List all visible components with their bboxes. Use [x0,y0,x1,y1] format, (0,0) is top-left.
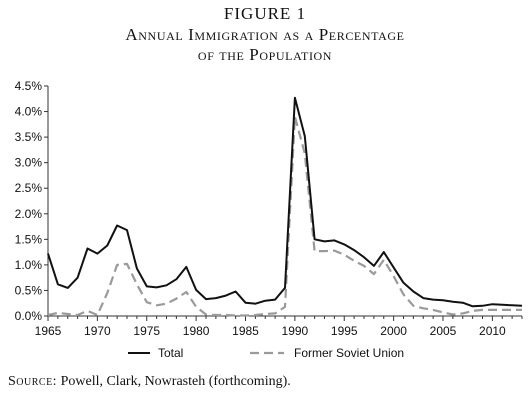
x-tick-label: 1980 [183,324,210,338]
y-tick-label: 2.0% [15,207,43,221]
y-tick-label: 4.0% [15,105,43,119]
x-tick-label: 1985 [232,324,259,338]
series-line-former-soviet-union [47,115,522,317]
source-text: Powell, Clark, Nowrasteh (forthcoming). [60,374,291,389]
legend-label-total: Total [158,346,183,360]
y-axis: 0.0% 0.5% 1.0% 1.5% 2.0% 2.5% 3.0% 3.5% 4.0% 4.5% [15,79,49,323]
chart-title-line2: of the Population [197,45,333,64]
chart-legend: Total Former Soviet Union [128,346,404,360]
x-tick-label: 1975 [133,324,160,338]
y-tick-label: 4.5% [15,79,43,93]
y-tick-label: 2.5% [15,181,43,195]
x-tick-label: 2010 [479,324,506,338]
figure-label: FIGURE 1 [223,4,307,23]
y-tick-label: 3.5% [15,130,43,144]
legend-label-former-soviet-union: Former Soviet Union [294,346,404,360]
x-tick-label: 1990 [282,324,309,338]
y-tick-label: 3.0% [15,156,43,170]
chart-title-line1: Annual Immigration as a Percentage [125,25,405,44]
series-line-total [47,96,523,308]
x-tick-label: 2005 [430,324,457,338]
x-tick-label: 1965 [35,324,62,338]
y-tick-label: 1.0% [15,258,43,272]
chart-series [47,96,523,317]
x-tick-label: 2000 [380,324,407,338]
y-tick-label: 0.5% [15,283,43,297]
source-note: Source: Powell, Clark, Nowrasteh (forthc… [8,374,291,390]
x-tick-label: 1970 [84,324,111,338]
x-tick-label: 1995 [331,324,358,338]
x-axis: 1965 1970 1975 1980 1985 1990 1995 2000 2005 2010 [35,315,523,338]
source-label: Source: [8,374,58,389]
y-tick-label: 1.5% [15,232,43,246]
line-chart: 0.0% 0.5% 1.0% 1.5% 2.0% 2.5% 3.0% 3.5% 4.0% 4.5%… [15,79,523,360]
y-tick-label: 0.0% [15,309,43,323]
